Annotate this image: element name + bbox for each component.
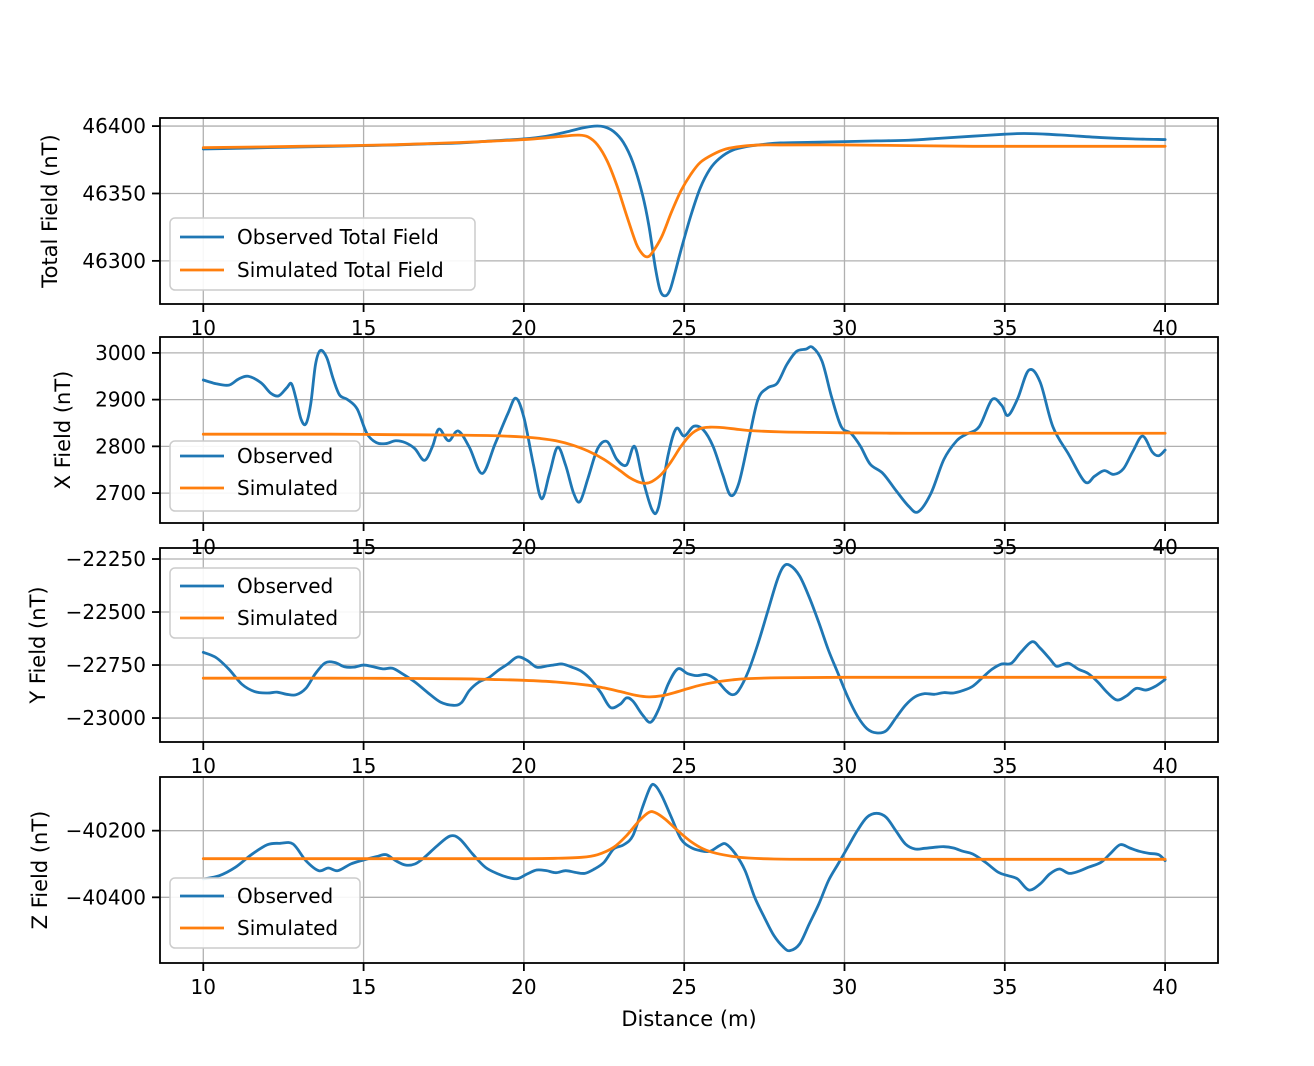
legend-label: Simulated [237, 606, 338, 630]
axes-frame [159, 117, 1219, 305]
y-tick-label: 46350 [82, 181, 146, 205]
simulated-line [201, 675, 1167, 699]
x-tick-label: 25 [671, 316, 696, 340]
x-tick-label: 35 [992, 316, 1017, 340]
x-tick-label: 10 [191, 754, 216, 778]
x-tick-label: 30 [832, 754, 857, 778]
y-tick-label: −40400 [66, 885, 146, 909]
legend-label: Observed [237, 444, 333, 468]
y-axis-label-y-field: Y Field (nT) [26, 586, 50, 704]
legend-box [169, 440, 361, 512]
tick-labels: 10 15 20 25 30 35 40 −22250 −22500 −22750 −23000 [66, 547, 1178, 778]
y-axis-label-x-field: X Field (nT) [51, 370, 75, 490]
y-tick-label: 2800 [95, 434, 146, 458]
panel-1: 10 15 20 25 30 35 40 46300 46350 46400 Observed To… [82, 114, 1219, 340]
legend-label: Simulated [237, 476, 338, 500]
x-tick-label: 20 [511, 975, 536, 999]
x-tick-label: 35 [992, 754, 1017, 778]
legend-box [169, 217, 476, 291]
axes-frame [159, 776, 1219, 964]
legend: Observed Total Field Simulated Total Fiel… [169, 217, 476, 291]
observed-line [201, 562, 1167, 735]
ticks [152, 829, 1166, 971]
x-tick-label: 15 [351, 975, 376, 999]
y-tick-label: −23000 [66, 706, 146, 730]
x-tick-label: 25 [671, 754, 696, 778]
y-axis-label-total-field: Total Field (nT) [38, 134, 62, 288]
gridlines [160, 118, 1218, 304]
legend-label: Observed Total Field [237, 225, 439, 249]
ticks [152, 351, 1166, 531]
series-group [201, 124, 1167, 298]
x-tick-label: 20 [511, 754, 536, 778]
x-tick-label: 10 [191, 975, 216, 999]
legend: Observed Simulated [169, 440, 361, 512]
x-tick-label: 40 [1152, 975, 1177, 999]
x-tick-label: 30 [832, 316, 857, 340]
simulated-line [201, 425, 1167, 485]
simulated-line [201, 810, 1167, 861]
tick-labels: 10 15 20 25 30 35 40 46300 46350 46400 [82, 114, 1177, 340]
x-tick-label: 15 [351, 754, 376, 778]
simulated-total-field-line [201, 133, 1167, 259]
y-tick-label: −22750 [66, 653, 146, 677]
legend-label: Simulated [237, 916, 338, 940]
series-group [201, 782, 1167, 953]
y-tick-label: 46300 [82, 249, 146, 273]
legend-label: Observed [237, 884, 333, 908]
ticks [152, 125, 1166, 312]
legend-label: Simulated Total Field [237, 258, 444, 282]
x-tick-label: 10 [191, 316, 216, 340]
y-tick-label: 2700 [95, 481, 146, 505]
ticks [152, 558, 1166, 750]
panel-4: 10 15 20 25 30 35 40 −40200 −40400 Observed Simula… [66, 776, 1219, 999]
x-tick-label: 25 [671, 975, 696, 999]
x-tick-label: 15 [351, 316, 376, 340]
series-group [201, 345, 1167, 516]
panel-3: 10 15 20 25 30 35 40 −22250 −22500 −22750 −23000 Ob… [66, 547, 1219, 778]
series-group [201, 562, 1167, 735]
legend-label: Observed [237, 574, 333, 598]
x-axis-label: Distance (m) [621, 1007, 757, 1031]
y-tick-label: 46400 [82, 114, 146, 138]
observed-line [201, 345, 1167, 516]
tick-labels: 10 15 20 25 30 35 40 −40200 −40400 [66, 819, 1178, 999]
legend: Observed Simulated [169, 877, 361, 949]
panel-2: 10 15 20 25 30 35 402700280029003000ObservedSi… [95, 336, 1219, 559]
legend: Observed Simulated [169, 567, 361, 639]
y-tick-label: 2900 [95, 388, 146, 412]
x-tick-label: 40 [1152, 316, 1177, 340]
y-tick-label: −40200 [66, 819, 146, 843]
y-tick-label: −22250 [66, 547, 146, 571]
x-tick-label: 35 [992, 975, 1017, 999]
x-tick-label: 20 [511, 316, 536, 340]
y-tick-label: −22500 [66, 600, 146, 624]
x-tick-label: 30 [832, 975, 857, 999]
axes-frame [159, 547, 1219, 743]
y-axis-label-z-field: Z Field (nT) [28, 810, 52, 930]
axes-frame [159, 336, 1219, 524]
x-tick-label: 40 [1152, 754, 1177, 778]
y-tick-label: 3000 [95, 341, 146, 365]
